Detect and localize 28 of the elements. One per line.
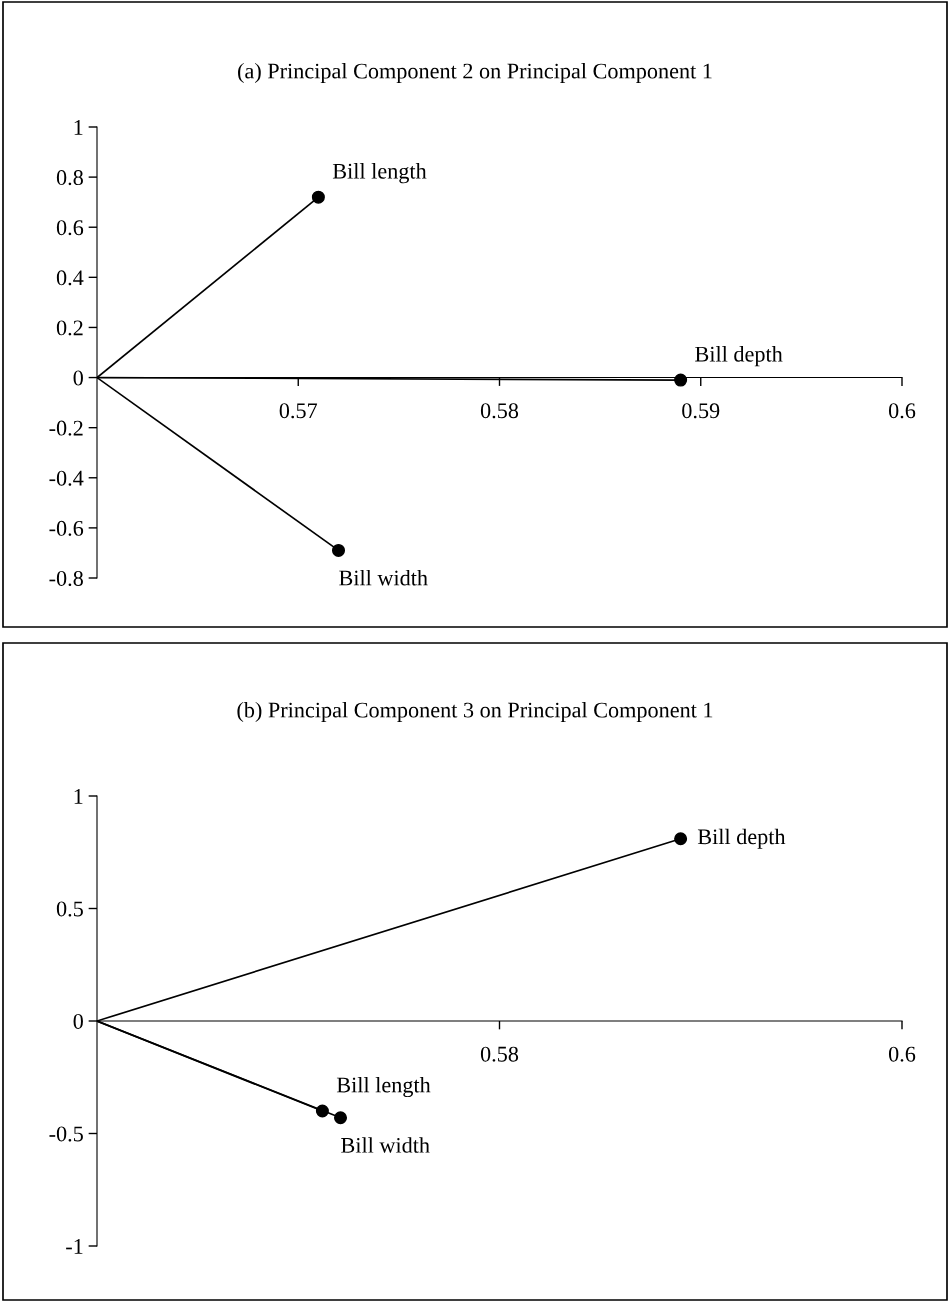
y-tick-label: 1 <box>74 789 83 804</box>
x-tick-label: 0.59 <box>682 403 720 419</box>
x-tick-label: 0.58 <box>480 403 519 419</box>
chart-title: (b) Principal Component 3 on Principal Component 1 <box>237 701 713 723</box>
series-label: Bill depth <box>695 346 783 367</box>
series-label: Bill length <box>332 163 427 184</box>
y-tick-label: 0.4 <box>56 270 84 286</box>
y-tick-label: 0.8 <box>56 170 83 186</box>
y-tick-label: -0.4 <box>49 470 84 486</box>
y-tick-label: 0 <box>73 370 83 386</box>
x-tick-label: 0.6 <box>888 403 916 419</box>
x-tick-label: 0.57 <box>279 403 318 419</box>
chart-title: (a) Principal Component 2 on Principal Component 1 <box>238 62 712 84</box>
y-tick-label: -0.2 <box>49 420 83 436</box>
y-tick-label: -0.6 <box>49 520 84 536</box>
y-tick-label: 1 <box>74 120 83 135</box>
y-tick-label: -0.5 <box>49 1126 83 1142</box>
x-tick-label: 0.58 <box>480 1046 519 1062</box>
y-tick-label: 0 <box>73 1013 83 1029</box>
y-tick-label: 0.6 <box>56 220 84 236</box>
series-label: Bill length <box>336 1076 431 1098</box>
y-tick-label: 0.2 <box>56 320 83 336</box>
y-tick-label: -1 <box>66 1239 83 1254</box>
series-label: Bill depth <box>697 828 786 849</box>
y-tick-label: 0.5 <box>56 901 83 917</box>
y-tick-label: -0.8 <box>49 570 83 587</box>
series-label: Bill width <box>339 569 428 586</box>
series-label: Bill width <box>341 1137 430 1153</box>
